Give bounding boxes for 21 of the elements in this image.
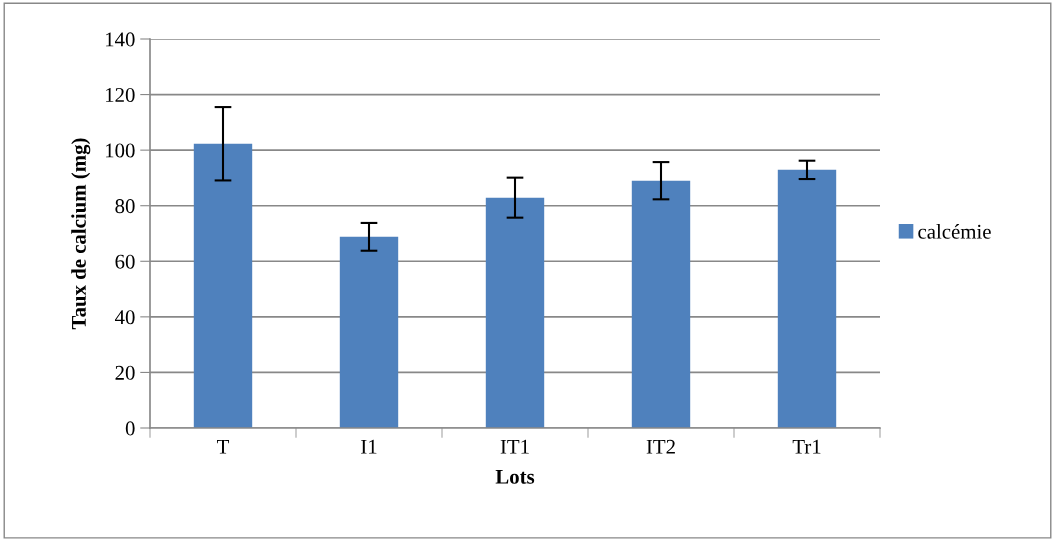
- y-tick-label: 40: [114, 310, 135, 325]
- x-tick-label: IT2: [646, 439, 675, 454]
- x-tick-label: Tr1: [792, 439, 821, 454]
- bar: [631, 180, 691, 428]
- y-tick-label: 20: [115, 365, 135, 380]
- legend-label: calcémie: [918, 224, 991, 239]
- bar: [193, 143, 253, 428]
- y-tick-label: 100: [106, 143, 135, 158]
- bar: [777, 169, 837, 428]
- y-tick-label: 80: [115, 199, 135, 214]
- y-axis-title: Taux de calcium (mg): [71, 138, 91, 330]
- bar: [485, 197, 545, 428]
- x-tick-label: I1: [361, 439, 377, 454]
- y-tick-label: 60: [115, 254, 135, 269]
- x-tick-label: T: [217, 439, 230, 454]
- y-tick-label: 0: [125, 421, 135, 436]
- y-tick-label: 120: [106, 87, 135, 102]
- x-tick-label: IT1: [500, 439, 529, 454]
- bar: [339, 236, 399, 428]
- x-axis-title: Lots: [495, 469, 535, 484]
- y-tick-label: 140: [106, 32, 135, 47]
